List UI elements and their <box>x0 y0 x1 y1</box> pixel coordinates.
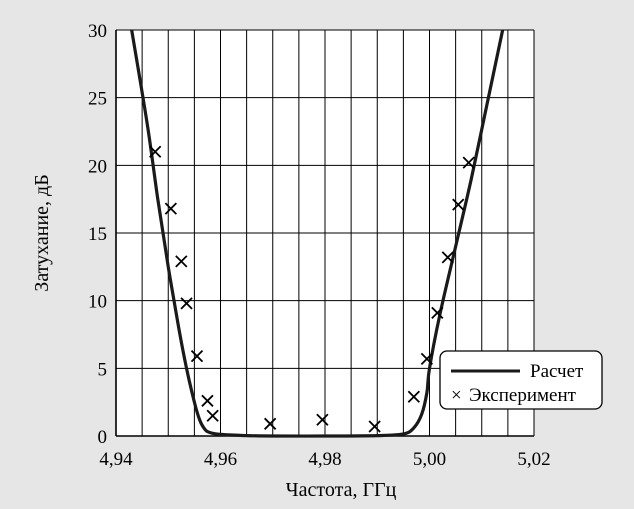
experiment-point <box>149 145 162 158</box>
calculated-curve <box>130 29 505 438</box>
y-tick-label: 25 <box>88 89 107 110</box>
y-tick-labels: 0 5 10 15 20 25 30 <box>88 21 107 448</box>
legend-label-calc: Расчет <box>530 361 584 382</box>
marker-stroke <box>420 352 434 365</box>
marker-stroke <box>264 417 277 430</box>
experiment-point <box>190 350 204 363</box>
x-tick-labels: 4,94 4,96 4,98 5,00 5,02 <box>99 449 550 470</box>
experiment-point <box>368 420 381 433</box>
marker-stroke <box>201 394 214 407</box>
experiment-point <box>175 255 188 268</box>
legend-box <box>439 350 603 410</box>
legend: Расчет × Эксперимент <box>439 350 603 410</box>
marker-stroke <box>190 350 204 363</box>
marker-stroke <box>164 202 177 215</box>
x-tick-label: 5,02 <box>517 449 550 470</box>
experiment-point <box>441 251 454 264</box>
marker-stroke <box>407 390 420 403</box>
marker-stroke <box>431 306 444 319</box>
x-tick-label: 4,94 <box>99 449 133 470</box>
y-tick-label: 15 <box>88 224 107 245</box>
y-axis-title: Затухание, дБ <box>31 174 53 291</box>
experiment-point <box>164 202 177 215</box>
x-tick-label: 4,98 <box>308 449 341 470</box>
experiment-point <box>264 417 277 430</box>
x-tick-label: 5,00 <box>413 449 446 470</box>
experimental-series <box>149 145 475 433</box>
y-tick-label: 20 <box>88 156 107 177</box>
experiment-point <box>201 394 214 407</box>
y-tick-label: 5 <box>98 359 108 380</box>
x-tick-label: 4,96 <box>204 449 237 470</box>
marker-stroke <box>175 255 188 268</box>
marker-stroke <box>462 156 475 169</box>
grid-lines <box>115 29 535 437</box>
legend-label-exp: Эксперимент <box>469 385 577 406</box>
experiment-point <box>316 413 329 426</box>
legend-marker-swatch: × <box>451 385 462 406</box>
experiment-point <box>431 306 444 319</box>
calculated-series <box>130 29 505 438</box>
experiment-point <box>452 198 465 211</box>
marker-stroke <box>452 198 465 211</box>
marker-stroke <box>441 251 454 264</box>
y-tick-label: 0 <box>98 427 108 448</box>
x-axis-title: Частота, ГГц <box>286 479 397 501</box>
marker-stroke <box>180 297 193 310</box>
marker-stroke <box>368 420 381 433</box>
marker-stroke <box>149 145 162 158</box>
experiment-point <box>462 156 475 169</box>
y-tick-label: 10 <box>88 292 107 313</box>
y-tick-label: 30 <box>88 21 107 42</box>
experiment-point <box>206 409 219 422</box>
experiment-point <box>180 297 193 310</box>
marker-stroke <box>316 413 329 426</box>
experiment-point <box>420 352 434 365</box>
marker-stroke <box>206 409 219 422</box>
experiment-point <box>407 390 420 403</box>
